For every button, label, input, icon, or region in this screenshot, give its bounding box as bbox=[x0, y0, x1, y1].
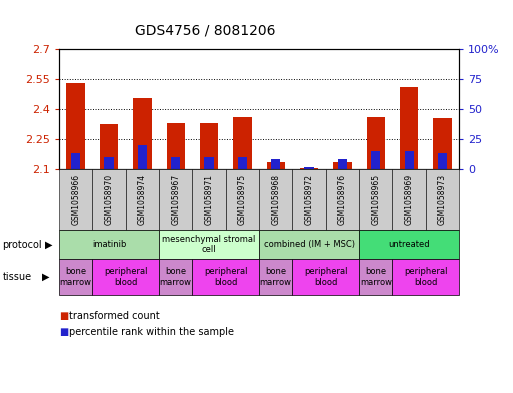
Text: ▶: ▶ bbox=[45, 240, 52, 250]
Text: percentile rank within the sample: percentile rank within the sample bbox=[69, 327, 234, 337]
Text: bone
marrow: bone marrow bbox=[160, 267, 192, 287]
Bar bbox=[205, 157, 213, 169]
Bar bbox=[433, 118, 451, 169]
Text: peripheral
blood: peripheral blood bbox=[204, 267, 247, 287]
Text: peripheral
blood: peripheral blood bbox=[304, 267, 347, 287]
Text: GSM1058966: GSM1058966 bbox=[71, 174, 80, 225]
Text: transformed count: transformed count bbox=[69, 311, 160, 321]
Bar bbox=[371, 151, 380, 169]
Bar bbox=[333, 162, 351, 169]
Text: imatinib: imatinib bbox=[92, 240, 126, 249]
Text: GSM1058965: GSM1058965 bbox=[371, 174, 380, 225]
Bar bbox=[71, 153, 80, 169]
Bar bbox=[167, 123, 185, 169]
Bar bbox=[400, 87, 418, 169]
Text: GSM1058971: GSM1058971 bbox=[205, 174, 213, 225]
Text: GSM1058970: GSM1058970 bbox=[105, 174, 113, 225]
Bar bbox=[438, 153, 447, 169]
Text: ▶: ▶ bbox=[43, 272, 50, 282]
Text: GSM1058975: GSM1058975 bbox=[238, 174, 247, 225]
Text: ■: ■ bbox=[59, 311, 68, 321]
Text: bone
marrow: bone marrow bbox=[260, 267, 292, 287]
Text: peripheral
blood: peripheral blood bbox=[404, 267, 447, 287]
Bar bbox=[305, 167, 313, 169]
Bar bbox=[271, 160, 280, 169]
Text: GSM1058973: GSM1058973 bbox=[438, 174, 447, 225]
Bar bbox=[405, 151, 413, 169]
Text: protocol: protocol bbox=[3, 240, 42, 250]
Text: bone
marrow: bone marrow bbox=[360, 267, 392, 287]
Text: GSM1058974: GSM1058974 bbox=[138, 174, 147, 225]
Text: GSM1058967: GSM1058967 bbox=[171, 174, 180, 225]
Bar bbox=[171, 157, 180, 169]
Bar bbox=[133, 98, 151, 169]
Text: GSM1058972: GSM1058972 bbox=[305, 174, 313, 225]
Text: GSM1058976: GSM1058976 bbox=[338, 174, 347, 225]
Text: GDS4756 / 8081206: GDS4756 / 8081206 bbox=[135, 24, 275, 38]
Bar bbox=[367, 117, 385, 169]
Bar bbox=[233, 117, 251, 169]
Bar bbox=[267, 162, 285, 169]
Bar bbox=[105, 157, 113, 169]
Text: untreated: untreated bbox=[388, 240, 430, 249]
Text: ■: ■ bbox=[59, 327, 68, 337]
Bar bbox=[200, 123, 218, 169]
Bar bbox=[100, 124, 118, 169]
Text: mesenchymal stromal
cell: mesenchymal stromal cell bbox=[162, 235, 256, 254]
Bar bbox=[338, 160, 347, 169]
Bar bbox=[238, 157, 247, 169]
Text: tissue: tissue bbox=[3, 272, 32, 282]
Text: bone
marrow: bone marrow bbox=[60, 267, 92, 287]
Text: GSM1058969: GSM1058969 bbox=[405, 174, 413, 225]
Bar bbox=[138, 145, 147, 169]
Text: combined (IM + MSC): combined (IM + MSC) bbox=[264, 240, 354, 249]
Bar bbox=[67, 83, 85, 169]
Text: GSM1058968: GSM1058968 bbox=[271, 174, 280, 225]
Bar bbox=[300, 168, 318, 169]
Text: peripheral
blood: peripheral blood bbox=[104, 267, 147, 287]
